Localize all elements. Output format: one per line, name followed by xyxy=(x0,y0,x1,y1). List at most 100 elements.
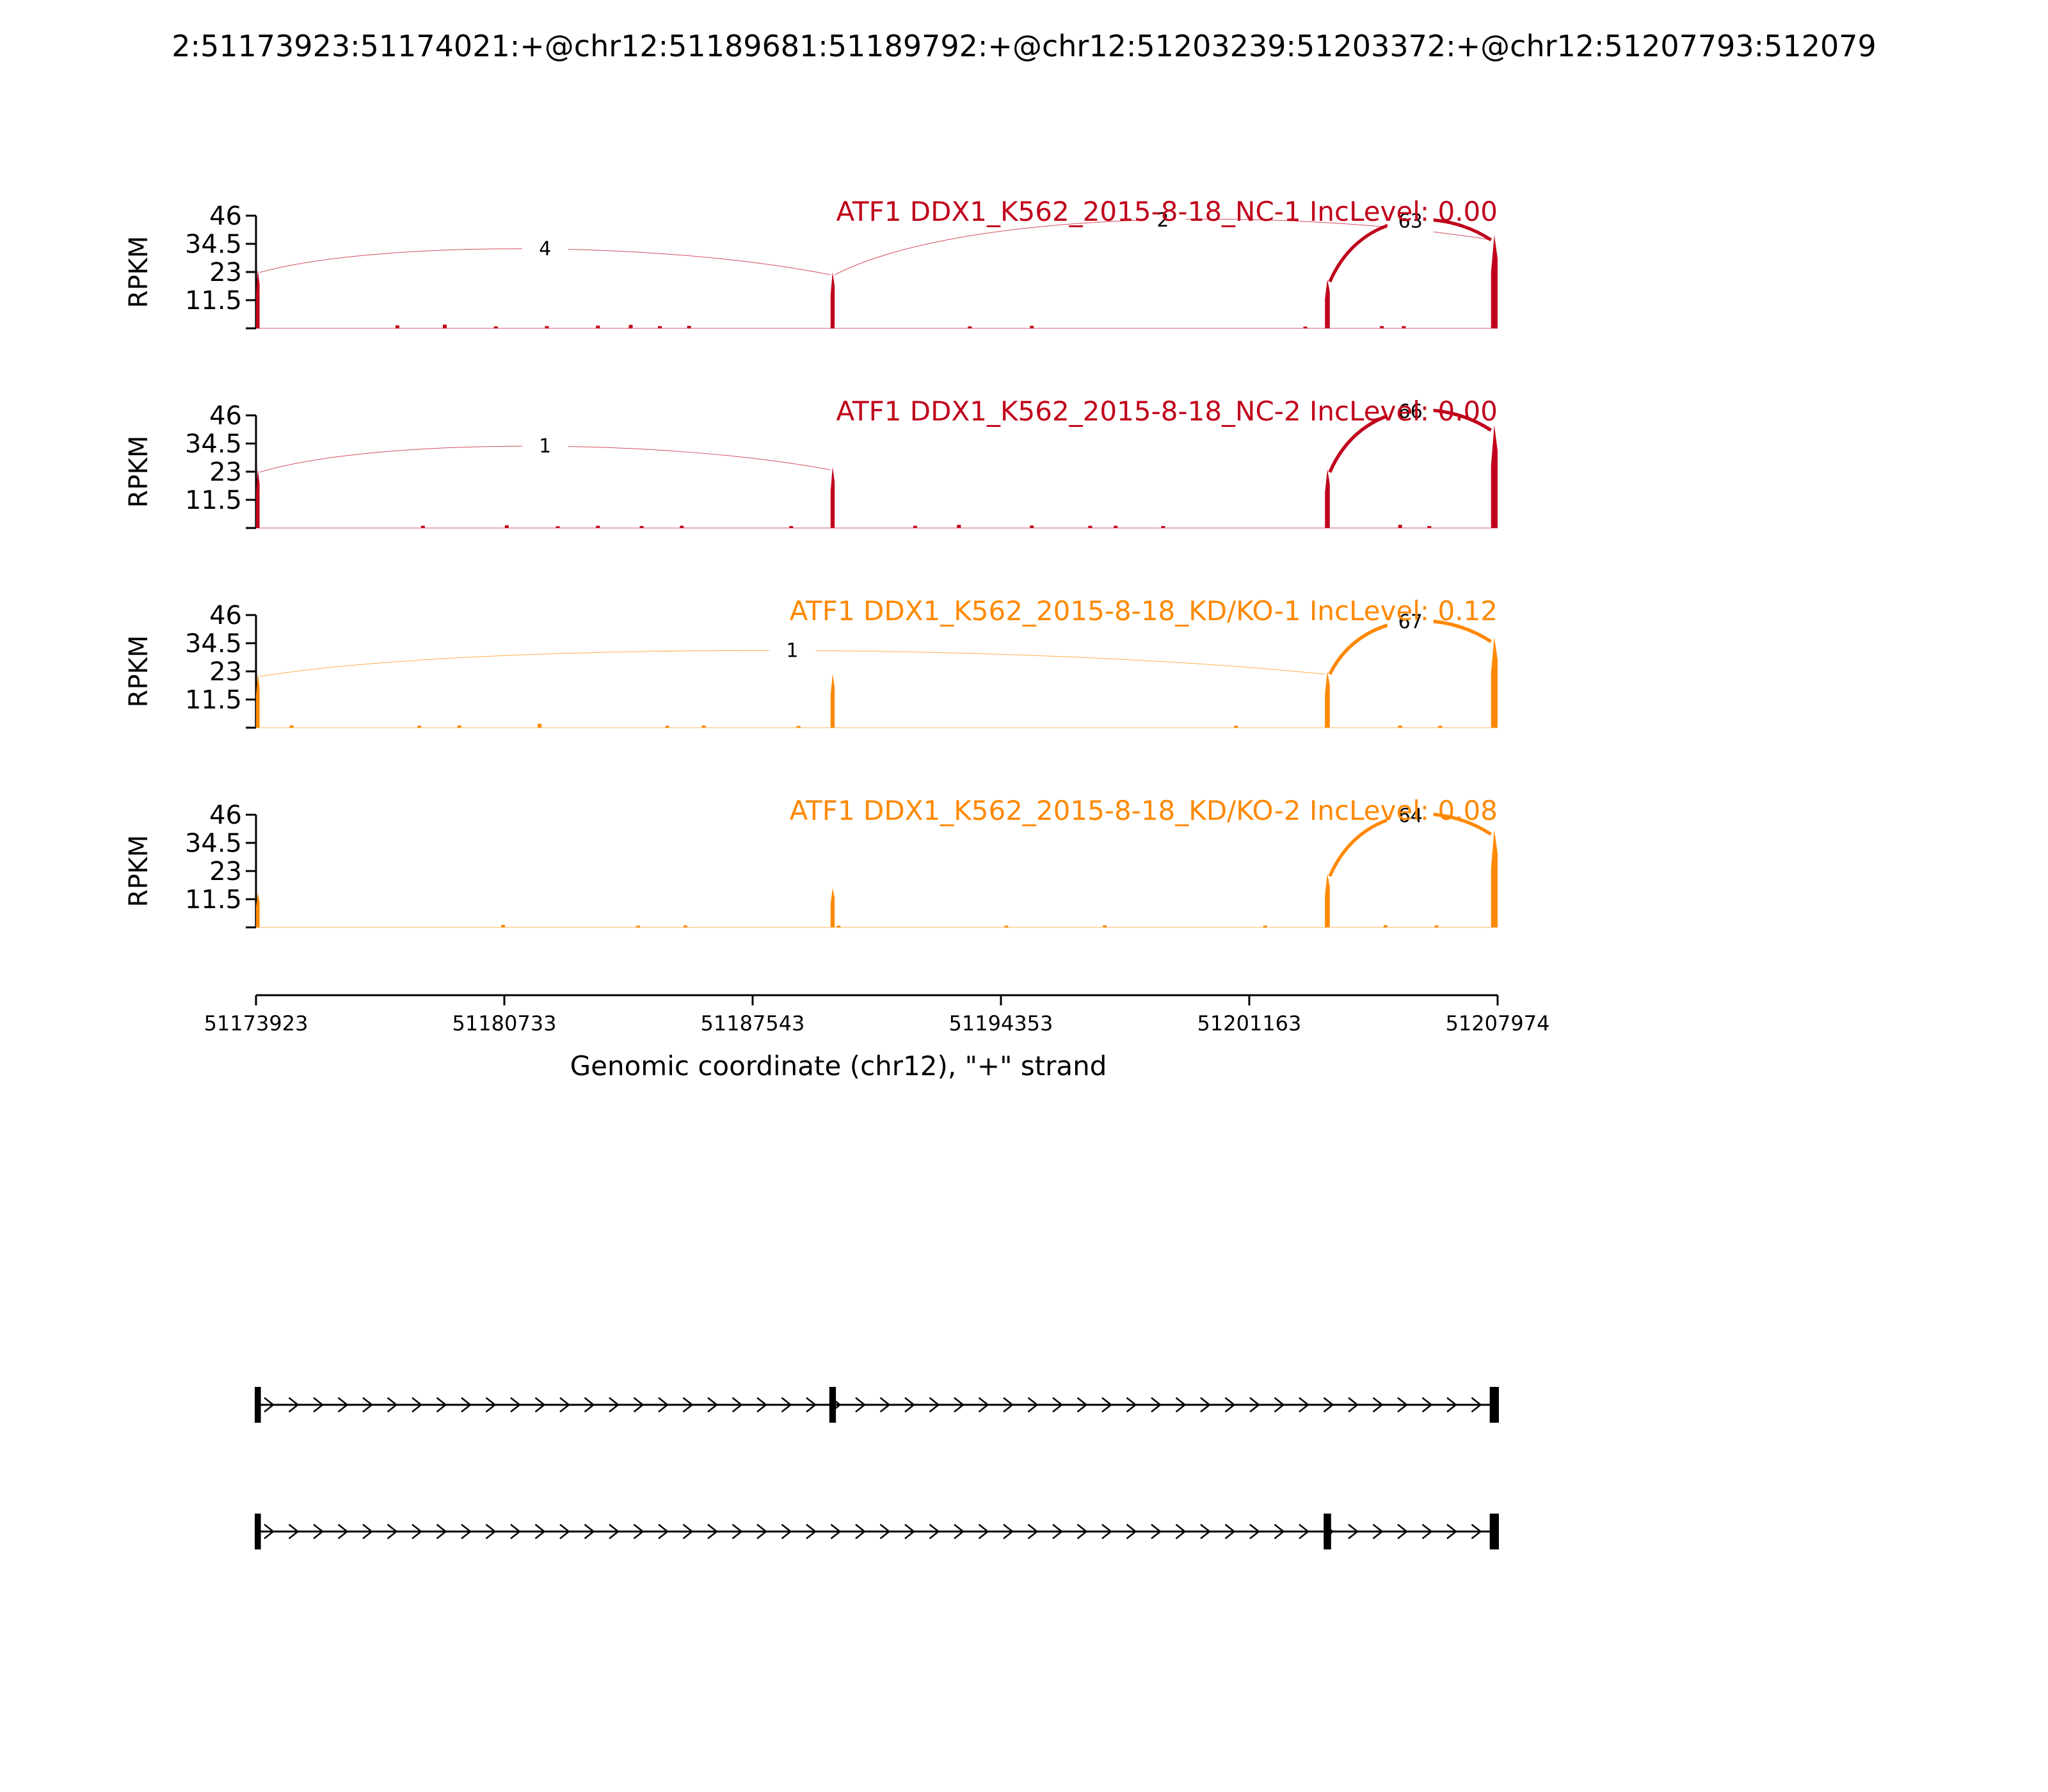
x-tick-label: 51207974 xyxy=(1446,1011,1550,1036)
exon-coverage xyxy=(256,673,260,728)
y-axis-label: RPKM xyxy=(124,236,154,308)
strand-chevron xyxy=(362,1524,374,1539)
coverage-peak xyxy=(1380,326,1384,328)
exon-coverage xyxy=(1491,425,1498,528)
strand-chevron xyxy=(1101,1397,1113,1412)
exon-coverage xyxy=(1491,637,1498,728)
strand-chevron xyxy=(732,1524,743,1539)
exon-block xyxy=(1489,1387,1499,1423)
coverage-peak xyxy=(1263,925,1267,927)
coverage-peak xyxy=(501,925,506,927)
strand-chevron xyxy=(412,1524,423,1539)
y-tick-label: 46 xyxy=(209,601,242,630)
coverage-peak xyxy=(1303,326,1308,328)
exon-block xyxy=(829,1387,836,1423)
junction-count-bg xyxy=(1387,607,1434,634)
strand-chevron xyxy=(609,1397,620,1412)
x-tick-label: 51194353 xyxy=(949,1011,1053,1036)
strand-chevron xyxy=(1274,1524,1285,1539)
coverage-peak xyxy=(1161,525,1165,528)
coverage-peak xyxy=(658,326,662,328)
junction-count-bg xyxy=(769,636,815,662)
junction-count: 1 xyxy=(539,435,551,458)
exon-block xyxy=(1324,1514,1331,1549)
strand-chevron xyxy=(1299,1524,1310,1539)
exon-coverage xyxy=(1325,671,1330,728)
strand-chevron xyxy=(879,1397,891,1412)
strand-chevron xyxy=(288,1397,300,1412)
strand-chevron xyxy=(1372,1524,1384,1539)
strand-chevron xyxy=(313,1397,324,1412)
y-axis-label: RPKM xyxy=(124,636,154,708)
strand-chevron xyxy=(1126,1397,1137,1412)
coverage-peak xyxy=(538,723,542,728)
strand-chevron xyxy=(436,1524,447,1539)
coverage-peak xyxy=(1402,326,1406,328)
coverage-peak xyxy=(417,725,422,728)
strand-chevron xyxy=(1027,1397,1039,1412)
junction-count-bg xyxy=(522,234,568,260)
strand-chevron xyxy=(756,1524,768,1539)
x-tick-label: 51201163 xyxy=(1197,1011,1302,1036)
coverage-peak xyxy=(442,324,447,328)
junction-count-bg xyxy=(522,432,568,458)
junction-arc xyxy=(259,650,1325,677)
strand-chevron xyxy=(954,1397,965,1412)
strand-chevron xyxy=(756,1397,768,1412)
sample-label: ATF1 DDX1_K562_2015-8-18_NC-2 IncLevel: … xyxy=(836,396,1498,427)
strand-chevron xyxy=(1249,1524,1261,1539)
strand-chevron xyxy=(337,1524,349,1539)
strand-chevron xyxy=(855,1397,867,1412)
strand-chevron xyxy=(313,1524,324,1539)
exon-coverage xyxy=(1491,235,1498,328)
exon-coverage xyxy=(256,269,260,328)
strand-chevron xyxy=(1076,1524,1088,1539)
strand-chevron xyxy=(1200,1397,1212,1412)
coverage-peak xyxy=(639,525,644,528)
coverage-peak xyxy=(545,326,549,328)
strand-chevron xyxy=(1323,1397,1334,1412)
coverage-peak xyxy=(789,525,794,528)
y-tick-label: 23 xyxy=(209,458,242,487)
strand-chevron xyxy=(658,1397,669,1412)
strand-chevron xyxy=(1299,1397,1310,1412)
exon-coverage xyxy=(830,888,835,927)
strand-chevron xyxy=(682,1397,694,1412)
exon-block xyxy=(255,1387,261,1423)
strand-chevron xyxy=(1397,1524,1409,1539)
exon-coverage xyxy=(1325,469,1330,528)
strand-chevron xyxy=(337,1397,349,1412)
y-tick-label: 11.5 xyxy=(185,286,242,316)
exon-coverage xyxy=(1325,873,1330,927)
strand-chevron xyxy=(929,1397,940,1412)
strand-chevron xyxy=(1027,1524,1039,1539)
coverage-peak xyxy=(420,525,425,528)
coverage-peak xyxy=(289,725,294,728)
exon-coverage xyxy=(256,893,260,927)
junction-count-bg xyxy=(1387,397,1434,424)
strand-chevron xyxy=(1126,1524,1137,1539)
strand-chevron xyxy=(461,1397,472,1412)
coverage-peak xyxy=(1088,525,1092,528)
gene-model-1 xyxy=(255,1387,1499,1423)
coverage-peak xyxy=(1427,525,1432,528)
strand-chevron xyxy=(879,1524,891,1539)
strand-chevron xyxy=(609,1524,620,1539)
coverage-peak xyxy=(628,324,633,328)
strand-chevron xyxy=(978,1524,989,1539)
x-axis-label: Genomic coordinate (chr12), "+" strand xyxy=(570,1050,1107,1082)
strand-chevron xyxy=(264,1524,275,1539)
exon-coverage xyxy=(1325,279,1330,328)
y-tick-label: 34.5 xyxy=(185,829,242,858)
coverage-peak xyxy=(1004,925,1009,927)
coverage-peak xyxy=(913,525,917,528)
coverage-peak xyxy=(836,925,841,927)
x-tick-label: 51187543 xyxy=(701,1011,805,1036)
y-tick-label: 23 xyxy=(209,258,242,287)
coverage-peak xyxy=(1114,525,1118,528)
junction-count-bg xyxy=(1139,206,1186,232)
strand-chevron xyxy=(1224,1524,1236,1539)
y-tick-label: 34.5 xyxy=(185,230,242,259)
strand-chevron xyxy=(781,1397,792,1412)
